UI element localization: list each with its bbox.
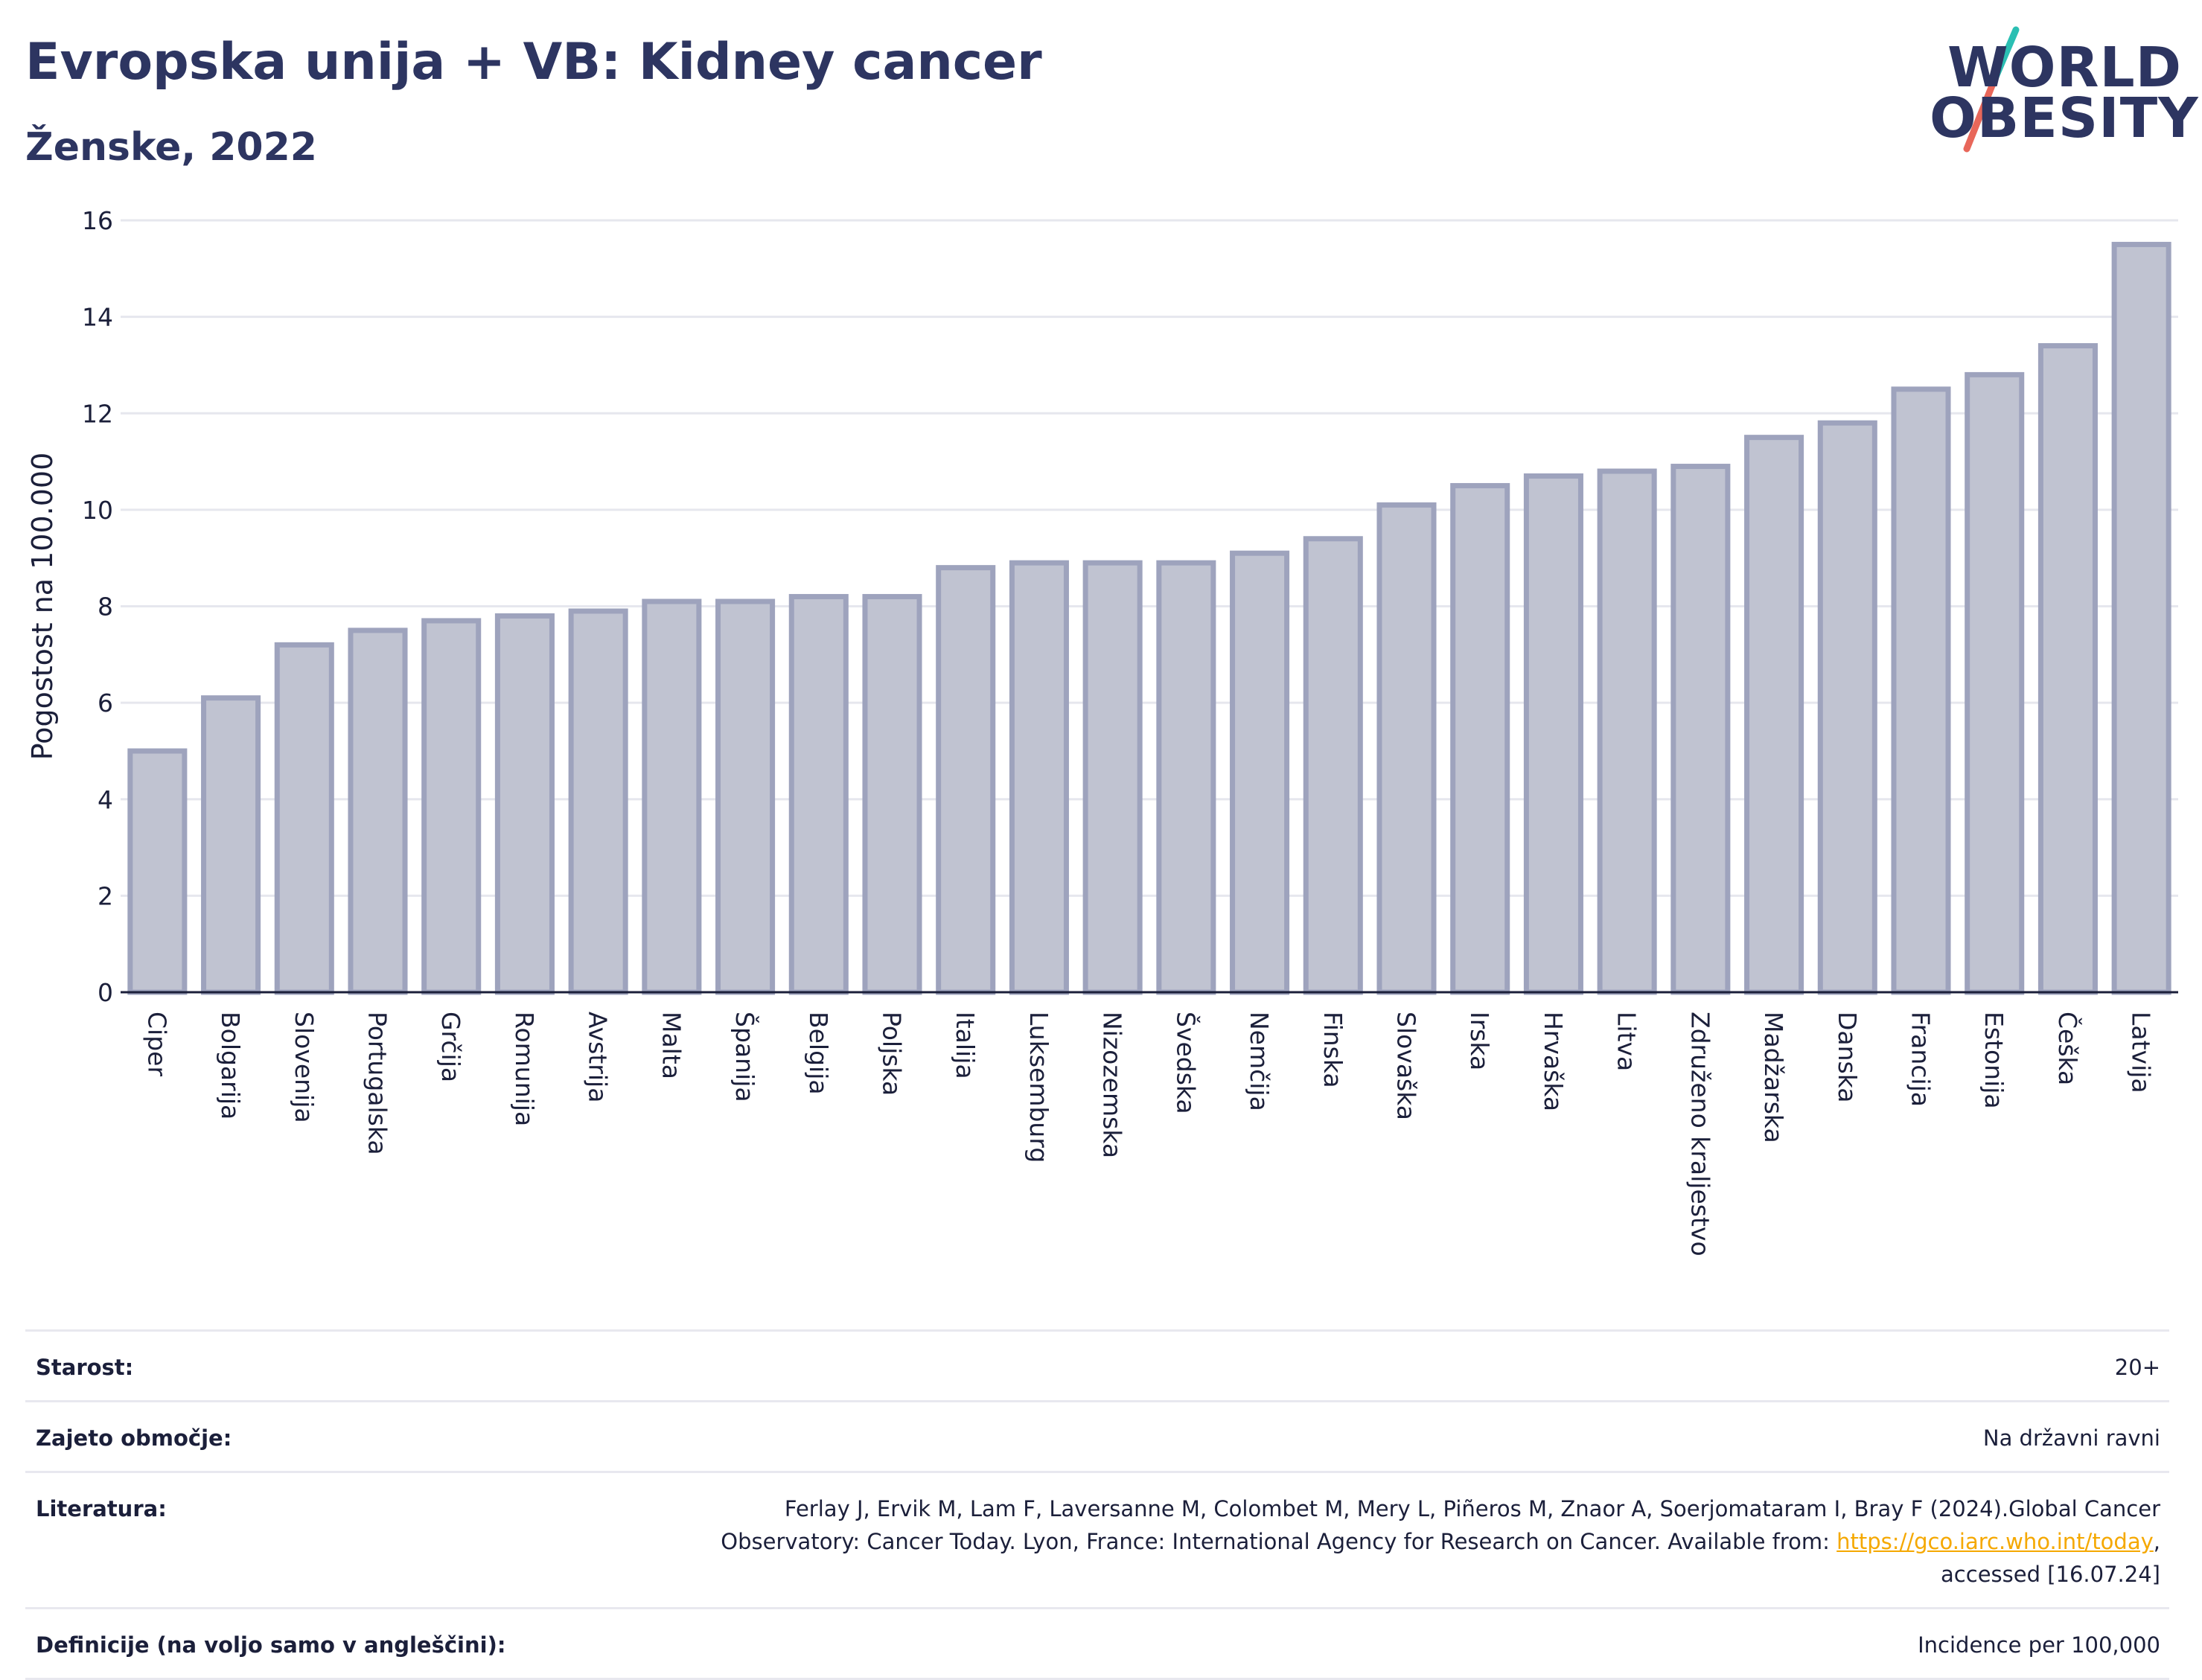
x-tick-label: Hrvaška — [1539, 1012, 1568, 1111]
bar[interactable] — [642, 598, 702, 995]
bar[interactable] — [2037, 343, 2098, 995]
x-tick-label: Estonija — [1979, 1012, 2008, 1109]
x-tick-label: Portugalska — [363, 1012, 392, 1155]
gco-link[interactable]: https://gco.iarc.who.int/today — [1836, 1529, 2154, 1554]
bar[interactable] — [568, 608, 628, 995]
x-tick-label: Romunija — [510, 1012, 539, 1126]
chart-subtitle: Ženske, 2022 — [25, 125, 317, 170]
y-tick-label: 0 — [98, 978, 113, 1007]
meta-label-definitions: Definicije (na voljo samo v angleščini): — [36, 1632, 506, 1658]
x-tick-label: Slovenija — [290, 1012, 319, 1123]
logo-text-obesity: OBESITY — [1930, 86, 2199, 150]
x-tick-label: Danska — [1833, 1012, 1862, 1103]
meta-label-literature: Literatura: — [36, 1496, 167, 1521]
bar[interactable] — [348, 627, 408, 995]
y-tick-label: 4 — [98, 785, 113, 814]
logo-text-world: WORLD — [1947, 36, 2183, 100]
x-tick-label: Slovaška — [1392, 1012, 1421, 1120]
bar[interactable] — [127, 748, 188, 995]
x-tick-label: Španija — [730, 1012, 760, 1102]
bar[interactable] — [274, 642, 334, 995]
bar[interactable] — [862, 594, 922, 995]
bars — [127, 241, 2171, 995]
x-tick-label: Italija — [951, 1012, 980, 1079]
logo-slash-icon — [1963, 26, 2020, 153]
bar[interactable] — [1744, 435, 1804, 995]
y-tick-label: 8 — [98, 593, 113, 622]
bar[interactable] — [788, 594, 849, 995]
x-tick-label: Latvija — [2127, 1012, 2156, 1093]
x-tick-label: Grčija — [436, 1012, 465, 1082]
y-tick-label: 12 — [82, 399, 113, 428]
x-tick-label: Malta — [657, 1012, 686, 1079]
literature-line-1: Ferlay J, Ervik M, Lam F, Laversanne M, … — [784, 1496, 2160, 1521]
x-tick-label: Belgija — [804, 1012, 833, 1095]
meta-row-age: Starost: 20+ — [25, 1332, 2169, 1402]
bar[interactable] — [1965, 371, 2025, 995]
meta-value-definitions: Incidence per 100,000 — [1918, 1632, 2160, 1658]
x-tick-label: Litva — [1612, 1012, 1641, 1071]
bar-chart: 0 2 4 6 8 10 12 14 16 Ciper Bolgarija Slovenija Port… — [26, 206, 2178, 1256]
world-obesity-logo[interactable]: WORLD OBESITY — [1928, 22, 2199, 164]
x-tick-label: Madžarska — [1759, 1012, 1788, 1143]
metadata-table: Starost: 20+ Zajeto območje: Na državni … — [25, 1329, 2169, 1680]
meta-row-coverage: Zajeto območje: Na državni ravni — [25, 1402, 2169, 1473]
bar[interactable] — [1891, 386, 1951, 995]
meta-value-coverage: Na državni ravni — [1982, 1425, 2160, 1451]
y-axis-label: Pogostost na 100.000 — [26, 453, 59, 761]
bar[interactable] — [1523, 473, 1583, 995]
literature-comma: , — [2153, 1529, 2160, 1554]
meta-value-literature: Ferlay J, Ervik M, Lam F, Laversanne M, … — [721, 1492, 2160, 1591]
x-tick-label: Švedska — [1171, 1012, 1201, 1114]
x-tick-label: Avstrija — [584, 1012, 613, 1102]
bar[interactable] — [1817, 420, 1877, 995]
bar[interactable] — [421, 618, 482, 995]
x-tick-label: Poljska — [878, 1012, 907, 1096]
bar[interactable] — [1376, 502, 1437, 995]
x-tick-label: Nizozemska — [1098, 1012, 1127, 1158]
x-tick-label: Bolgarija — [216, 1012, 245, 1120]
bar[interactable] — [201, 695, 261, 995]
y-tick-label: 2 — [98, 881, 113, 910]
x-tick-label: Luksemburg — [1024, 1012, 1053, 1163]
x-tick-label: Združeno kraljestvo — [1685, 1012, 1714, 1256]
y-tick-label: 10 — [82, 496, 113, 525]
tick-labels: 0 2 4 6 8 10 12 14 16 Ciper Bolgarija Slovenija Port… — [26, 206, 2156, 1256]
bar[interactable] — [494, 613, 555, 995]
bar[interactable] — [1009, 560, 1069, 995]
x-tick-label: Irska — [1465, 1012, 1494, 1070]
bar[interactable] — [715, 598, 776, 995]
literature-line-2: Observatory: Cancer Today. Lyon, France:… — [721, 1529, 1837, 1554]
bar[interactable] — [1156, 560, 1216, 995]
bar[interactable] — [2111, 241, 2171, 995]
x-tick-label: Nemčija — [1245, 1012, 1274, 1111]
meta-label-age: Starost: — [36, 1355, 134, 1380]
bar[interactable] — [1450, 482, 1510, 995]
bar[interactable] — [1230, 550, 1290, 995]
y-tick-label: 16 — [82, 206, 113, 235]
x-tick-label: Ciper — [142, 1012, 171, 1076]
chart-title: Evropska unija + VB: Kidney cancer — [25, 33, 1042, 92]
x-tick-label: Finska — [1318, 1012, 1347, 1088]
literature-line-3: accessed [16.07.24] — [1941, 1562, 2160, 1587]
bar[interactable] — [1670, 464, 1731, 995]
meta-row-definitions: Definicije (na voljo samo v angleščini):… — [25, 1609, 2169, 1680]
meta-label-coverage: Zajeto območje: — [36, 1425, 232, 1451]
x-tick-label: Francija — [1906, 1012, 1935, 1107]
bar[interactable] — [1303, 536, 1363, 995]
y-tick-label: 6 — [98, 689, 113, 718]
bar[interactable] — [1597, 468, 1657, 995]
meta-row-literature: Literatura: Ferlay J, Ervik M, Lam F, La… — [25, 1473, 2169, 1609]
x-tick-label: Češka — [2053, 1012, 2083, 1085]
meta-value-age: 20+ — [2114, 1355, 2160, 1380]
bar[interactable] — [1082, 560, 1143, 995]
y-tick-label: 14 — [82, 303, 113, 332]
bar[interactable] — [936, 565, 996, 995]
